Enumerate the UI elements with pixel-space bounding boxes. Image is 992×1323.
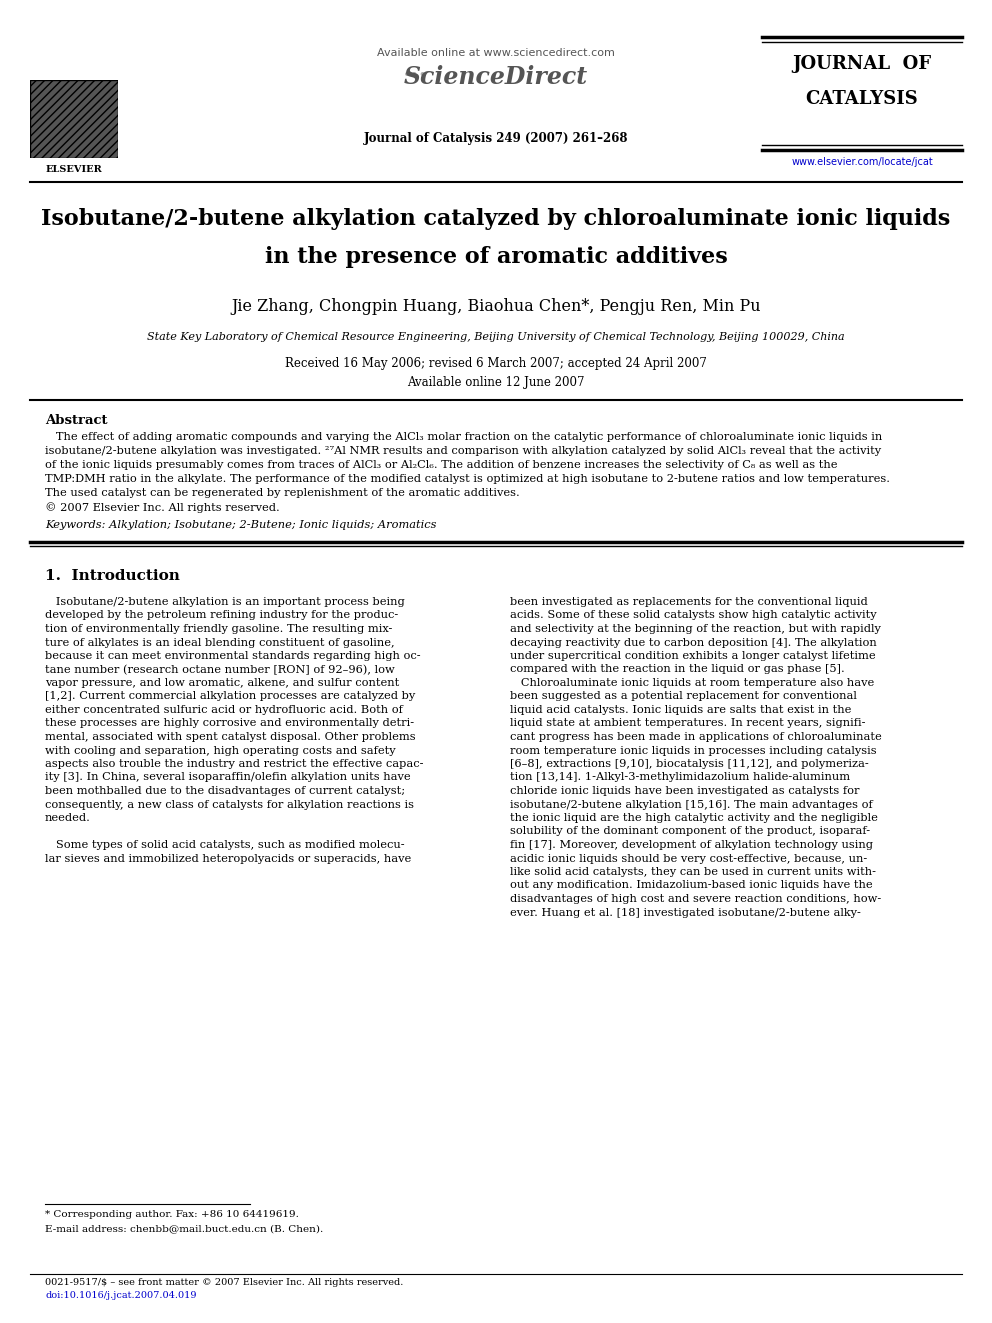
Text: Jie Zhang, Chongpin Huang, Biaohua Chen*, Pengju Ren, Min Pu: Jie Zhang, Chongpin Huang, Biaohua Chen*… <box>231 298 761 315</box>
Text: needed.: needed. <box>45 814 91 823</box>
Text: © 2007 Elsevier Inc. All rights reserved.: © 2007 Elsevier Inc. All rights reserved… <box>45 501 280 513</box>
Text: 0021-9517/$ – see front matter © 2007 Elsevier Inc. All rights reserved.: 0021-9517/$ – see front matter © 2007 El… <box>45 1278 404 1287</box>
Text: The effect of adding aromatic compounds and varying the AlCl₃ molar fraction on : The effect of adding aromatic compounds … <box>45 433 882 442</box>
Text: and selectivity at the beginning of the reaction, but with rapidly: and selectivity at the beginning of the … <box>510 624 881 634</box>
Text: isobutane/2-butene alkylation was investigated. ²⁷Al NMR results and comparison : isobutane/2-butene alkylation was invest… <box>45 446 881 456</box>
Text: liquid state at ambient temperatures. In recent years, signifi-: liquid state at ambient temperatures. In… <box>510 718 865 729</box>
Text: either concentrated sulfuric acid or hydrofluoric acid. Both of: either concentrated sulfuric acid or hyd… <box>45 705 403 714</box>
Text: developed by the petroleum refining industry for the produc-: developed by the petroleum refining indu… <box>45 610 398 620</box>
Text: been suggested as a potential replacement for conventional: been suggested as a potential replacemen… <box>510 692 857 701</box>
Text: been investigated as replacements for the conventional liquid: been investigated as replacements for th… <box>510 597 868 607</box>
Text: in the presence of aromatic additives: in the presence of aromatic additives <box>265 246 727 269</box>
Text: [6–8], extractions [9,10], biocatalysis [11,12], and polymeriza-: [6–8], extractions [9,10], biocatalysis … <box>510 759 869 769</box>
Text: tion of environmentally friendly gasoline. The resulting mix-: tion of environmentally friendly gasolin… <box>45 624 393 634</box>
Text: Keywords: Alkylation; Isobutane; 2-Butene; Ionic liquids; Aromatics: Keywords: Alkylation; Isobutane; 2-Buten… <box>45 520 436 531</box>
Text: of the ionic liquids presumably comes from traces of AlCl₃ or Al₂Cl₆. The additi: of the ionic liquids presumably comes fr… <box>45 460 837 470</box>
Text: 1.  Introduction: 1. Introduction <box>45 569 180 583</box>
Text: E-mail address: chenbb@mail.buct.edu.cn (B. Chen).: E-mail address: chenbb@mail.buct.edu.cn … <box>45 1224 323 1233</box>
Text: acidic ionic liquids should be very cost-effective, because, un-: acidic ionic liquids should be very cost… <box>510 853 867 864</box>
Text: Chloroaluminate ionic liquids at room temperature also have: Chloroaluminate ionic liquids at room te… <box>510 677 874 688</box>
Text: acids. Some of these solid catalysts show high catalytic activity: acids. Some of these solid catalysts sho… <box>510 610 877 620</box>
Text: The used catalyst can be regenerated by replenishment of the aromatic additives.: The used catalyst can be regenerated by … <box>45 488 520 497</box>
Text: solubility of the dominant component of the product, isoparaf-: solubility of the dominant component of … <box>510 827 870 836</box>
Text: with cooling and separation, high operating costs and safety: with cooling and separation, high operat… <box>45 745 396 755</box>
Text: tane number (research octane number [RON] of 92–96), low: tane number (research octane number [RON… <box>45 664 395 675</box>
Text: tion [13,14]. 1-Alkyl-3-methylimidazolium halide-aluminum: tion [13,14]. 1-Alkyl-3-methylimidazoliu… <box>510 773 850 782</box>
Text: State Key Laboratory of Chemical Resource Engineering, Beijing University of Che: State Key Laboratory of Chemical Resourc… <box>147 332 845 343</box>
Text: Some types of solid acid catalysts, such as modified molecu-: Some types of solid acid catalysts, such… <box>45 840 405 849</box>
Text: Received 16 May 2006; revised 6 March 2007; accepted 24 April 2007: Received 16 May 2006; revised 6 March 20… <box>285 357 707 370</box>
Text: chloride ionic liquids have been investigated as catalysts for: chloride ionic liquids have been investi… <box>510 786 859 796</box>
Text: ture of alkylates is an ideal blending constituent of gasoline,: ture of alkylates is an ideal blending c… <box>45 638 395 647</box>
Text: TMP:DMH ratio in the alkylate. The performance of the modified catalyst is optim: TMP:DMH ratio in the alkylate. The perfo… <box>45 474 890 484</box>
Text: * Corresponding author. Fax: +86 10 64419619.: * Corresponding author. Fax: +86 10 6441… <box>45 1211 299 1218</box>
Text: room temperature ionic liquids in processes including catalysis: room temperature ionic liquids in proces… <box>510 745 877 755</box>
Text: [1,2]. Current commercial alkylation processes are catalyzed by: [1,2]. Current commercial alkylation pro… <box>45 692 416 701</box>
Text: these processes are highly corrosive and environmentally detri-: these processes are highly corrosive and… <box>45 718 414 729</box>
Text: lar sieves and immobilized heteropolyacids or superacids, have: lar sieves and immobilized heteropolyaci… <box>45 853 412 864</box>
Text: Abstract: Abstract <box>45 414 107 427</box>
Text: because it can meet environmental standards regarding high oc-: because it can meet environmental standa… <box>45 651 421 662</box>
Text: out any modification. Imidazolium-based ionic liquids have the: out any modification. Imidazolium-based … <box>510 881 873 890</box>
Text: vapor pressure, and low aromatic, alkene, and sulfur content: vapor pressure, and low aromatic, alkene… <box>45 677 399 688</box>
Text: aspects also trouble the industry and restrict the effective capac-: aspects also trouble the industry and re… <box>45 759 424 769</box>
Text: Available online 12 June 2007: Available online 12 June 2007 <box>408 376 584 389</box>
Text: mental, associated with spent catalyst disposal. Other problems: mental, associated with spent catalyst d… <box>45 732 416 742</box>
Text: been mothballed due to the disadvantages of current catalyst;: been mothballed due to the disadvantages… <box>45 786 405 796</box>
Text: under supercritical condition exhibits a longer catalyst lifetime: under supercritical condition exhibits a… <box>510 651 876 662</box>
Text: doi:10.1016/j.jcat.2007.04.019: doi:10.1016/j.jcat.2007.04.019 <box>45 1291 196 1301</box>
Text: consequently, a new class of catalysts for alkylation reactions is: consequently, a new class of catalysts f… <box>45 799 414 810</box>
Text: JOURNAL  OF: JOURNAL OF <box>793 56 931 73</box>
Text: fin [17]. Moreover, development of alkylation technology using: fin [17]. Moreover, development of alkyl… <box>510 840 873 849</box>
Text: liquid acid catalysts. Ionic liquids are salts that exist in the: liquid acid catalysts. Ionic liquids are… <box>510 705 851 714</box>
Text: decaying reactivity due to carbon deposition [4]. The alkylation: decaying reactivity due to carbon deposi… <box>510 638 877 647</box>
Text: ScienceDirect: ScienceDirect <box>404 65 588 89</box>
Text: ELSEVIER: ELSEVIER <box>46 165 102 175</box>
Text: the ionic liquid are the high catalytic activity and the negligible: the ionic liquid are the high catalytic … <box>510 814 878 823</box>
Text: www.elsevier.com/locate/jcat: www.elsevier.com/locate/jcat <box>792 157 932 167</box>
Text: Isobutane/2-butene alkylation catalyzed by chloroaluminate ionic liquids: Isobutane/2-butene alkylation catalyzed … <box>42 208 950 230</box>
Text: isobutane/2-butene alkylation [15,16]. The main advantages of: isobutane/2-butene alkylation [15,16]. T… <box>510 799 873 810</box>
Text: CATALYSIS: CATALYSIS <box>806 90 919 108</box>
Text: like solid acid catalysts, they can be used in current units with-: like solid acid catalysts, they can be u… <box>510 867 876 877</box>
Text: Journal of Catalysis 249 (2007) 261–268: Journal of Catalysis 249 (2007) 261–268 <box>364 132 628 146</box>
Text: ity [3]. In China, several isoparaffin/olefin alkylation units have: ity [3]. In China, several isoparaffin/o… <box>45 773 411 782</box>
Text: •••: ••• <box>403 67 428 82</box>
Text: compared with the reaction in the liquid or gas phase [5].: compared with the reaction in the liquid… <box>510 664 845 675</box>
Text: disadvantages of high cost and severe reaction conditions, how-: disadvantages of high cost and severe re… <box>510 894 881 904</box>
Text: ever. Huang et al. [18] investigated isobutane/2-butene alky-: ever. Huang et al. [18] investigated iso… <box>510 908 861 917</box>
Text: Isobutane/2-butene alkylation is an important process being: Isobutane/2-butene alkylation is an impo… <box>45 597 405 607</box>
Text: Available online at www.sciencedirect.com: Available online at www.sciencedirect.co… <box>377 48 615 58</box>
Text: cant progress has been made in applications of chloroaluminate: cant progress has been made in applicati… <box>510 732 882 742</box>
